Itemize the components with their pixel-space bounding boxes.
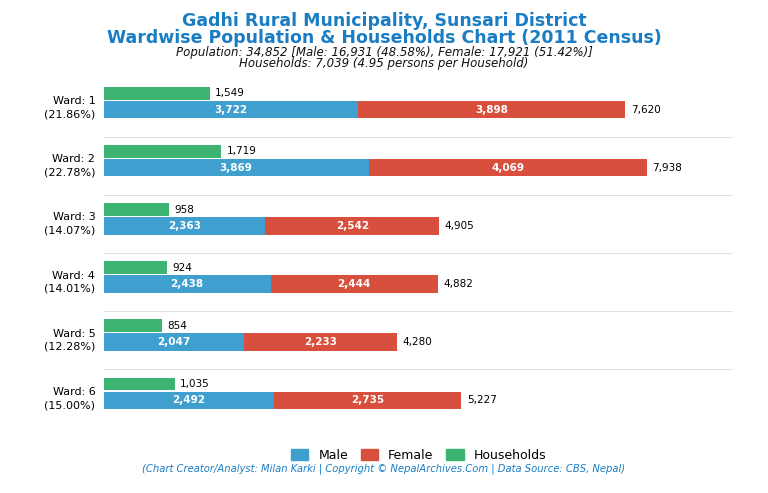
Bar [359,101,625,118]
Bar [104,101,359,118]
Text: 1,035: 1,035 [180,379,210,389]
Bar [104,261,167,274]
Bar [104,87,210,100]
Text: 4,882: 4,882 [443,279,473,289]
Bar [369,159,647,176]
Text: (Chart Creator/Analyst: Milan Karki | Copyright © NepalArchives.Com | Data Sourc: (Chart Creator/Analyst: Milan Karki | Co… [142,464,626,474]
Bar [104,203,169,216]
Bar [104,319,162,332]
Text: 7,620: 7,620 [631,105,660,114]
Bar [104,333,243,351]
Text: 2,438: 2,438 [170,279,204,289]
Bar [266,217,439,235]
Text: 2,492: 2,492 [173,395,206,405]
Bar [104,391,274,409]
Text: 2,363: 2,363 [168,221,201,231]
Text: Gadhi Rural Municipality, Sunsari District: Gadhi Rural Municipality, Sunsari Distri… [182,12,586,31]
Text: 1,719: 1,719 [227,146,257,156]
Text: 2,444: 2,444 [337,279,371,289]
Bar [243,333,396,351]
Text: 924: 924 [172,263,192,273]
Text: 854: 854 [167,321,187,331]
Bar [104,275,270,293]
Bar [104,159,369,176]
Text: 2,542: 2,542 [336,221,369,231]
Bar [274,391,462,409]
Text: 3,722: 3,722 [214,105,247,114]
Text: 958: 958 [175,205,194,214]
Bar [104,217,266,235]
Text: 2,047: 2,047 [157,337,190,347]
Text: 3,869: 3,869 [220,163,253,173]
Text: Households: 7,039 (4.95 persons per Household): Households: 7,039 (4.95 persons per Hous… [240,57,528,70]
Text: 4,069: 4,069 [492,163,525,173]
Text: 1,549: 1,549 [215,88,245,98]
Text: 4,905: 4,905 [445,221,475,231]
Bar [104,145,221,158]
Text: 3,898: 3,898 [475,105,508,114]
Text: 7,938: 7,938 [653,163,683,173]
Bar [270,275,438,293]
Text: 2,735: 2,735 [351,395,385,405]
Text: 5,227: 5,227 [467,395,497,405]
Text: 4,280: 4,280 [402,337,432,347]
Legend: Male, Female, Households: Male, Female, Households [286,444,551,467]
Bar [104,378,174,390]
Text: Population: 34,852 [Male: 16,931 (48.58%), Female: 17,921 (51.42%)]: Population: 34,852 [Male: 16,931 (48.58%… [176,46,592,59]
Text: 2,233: 2,233 [303,337,336,347]
Text: Wardwise Population & Households Chart (2011 Census): Wardwise Population & Households Chart (… [107,29,661,47]
